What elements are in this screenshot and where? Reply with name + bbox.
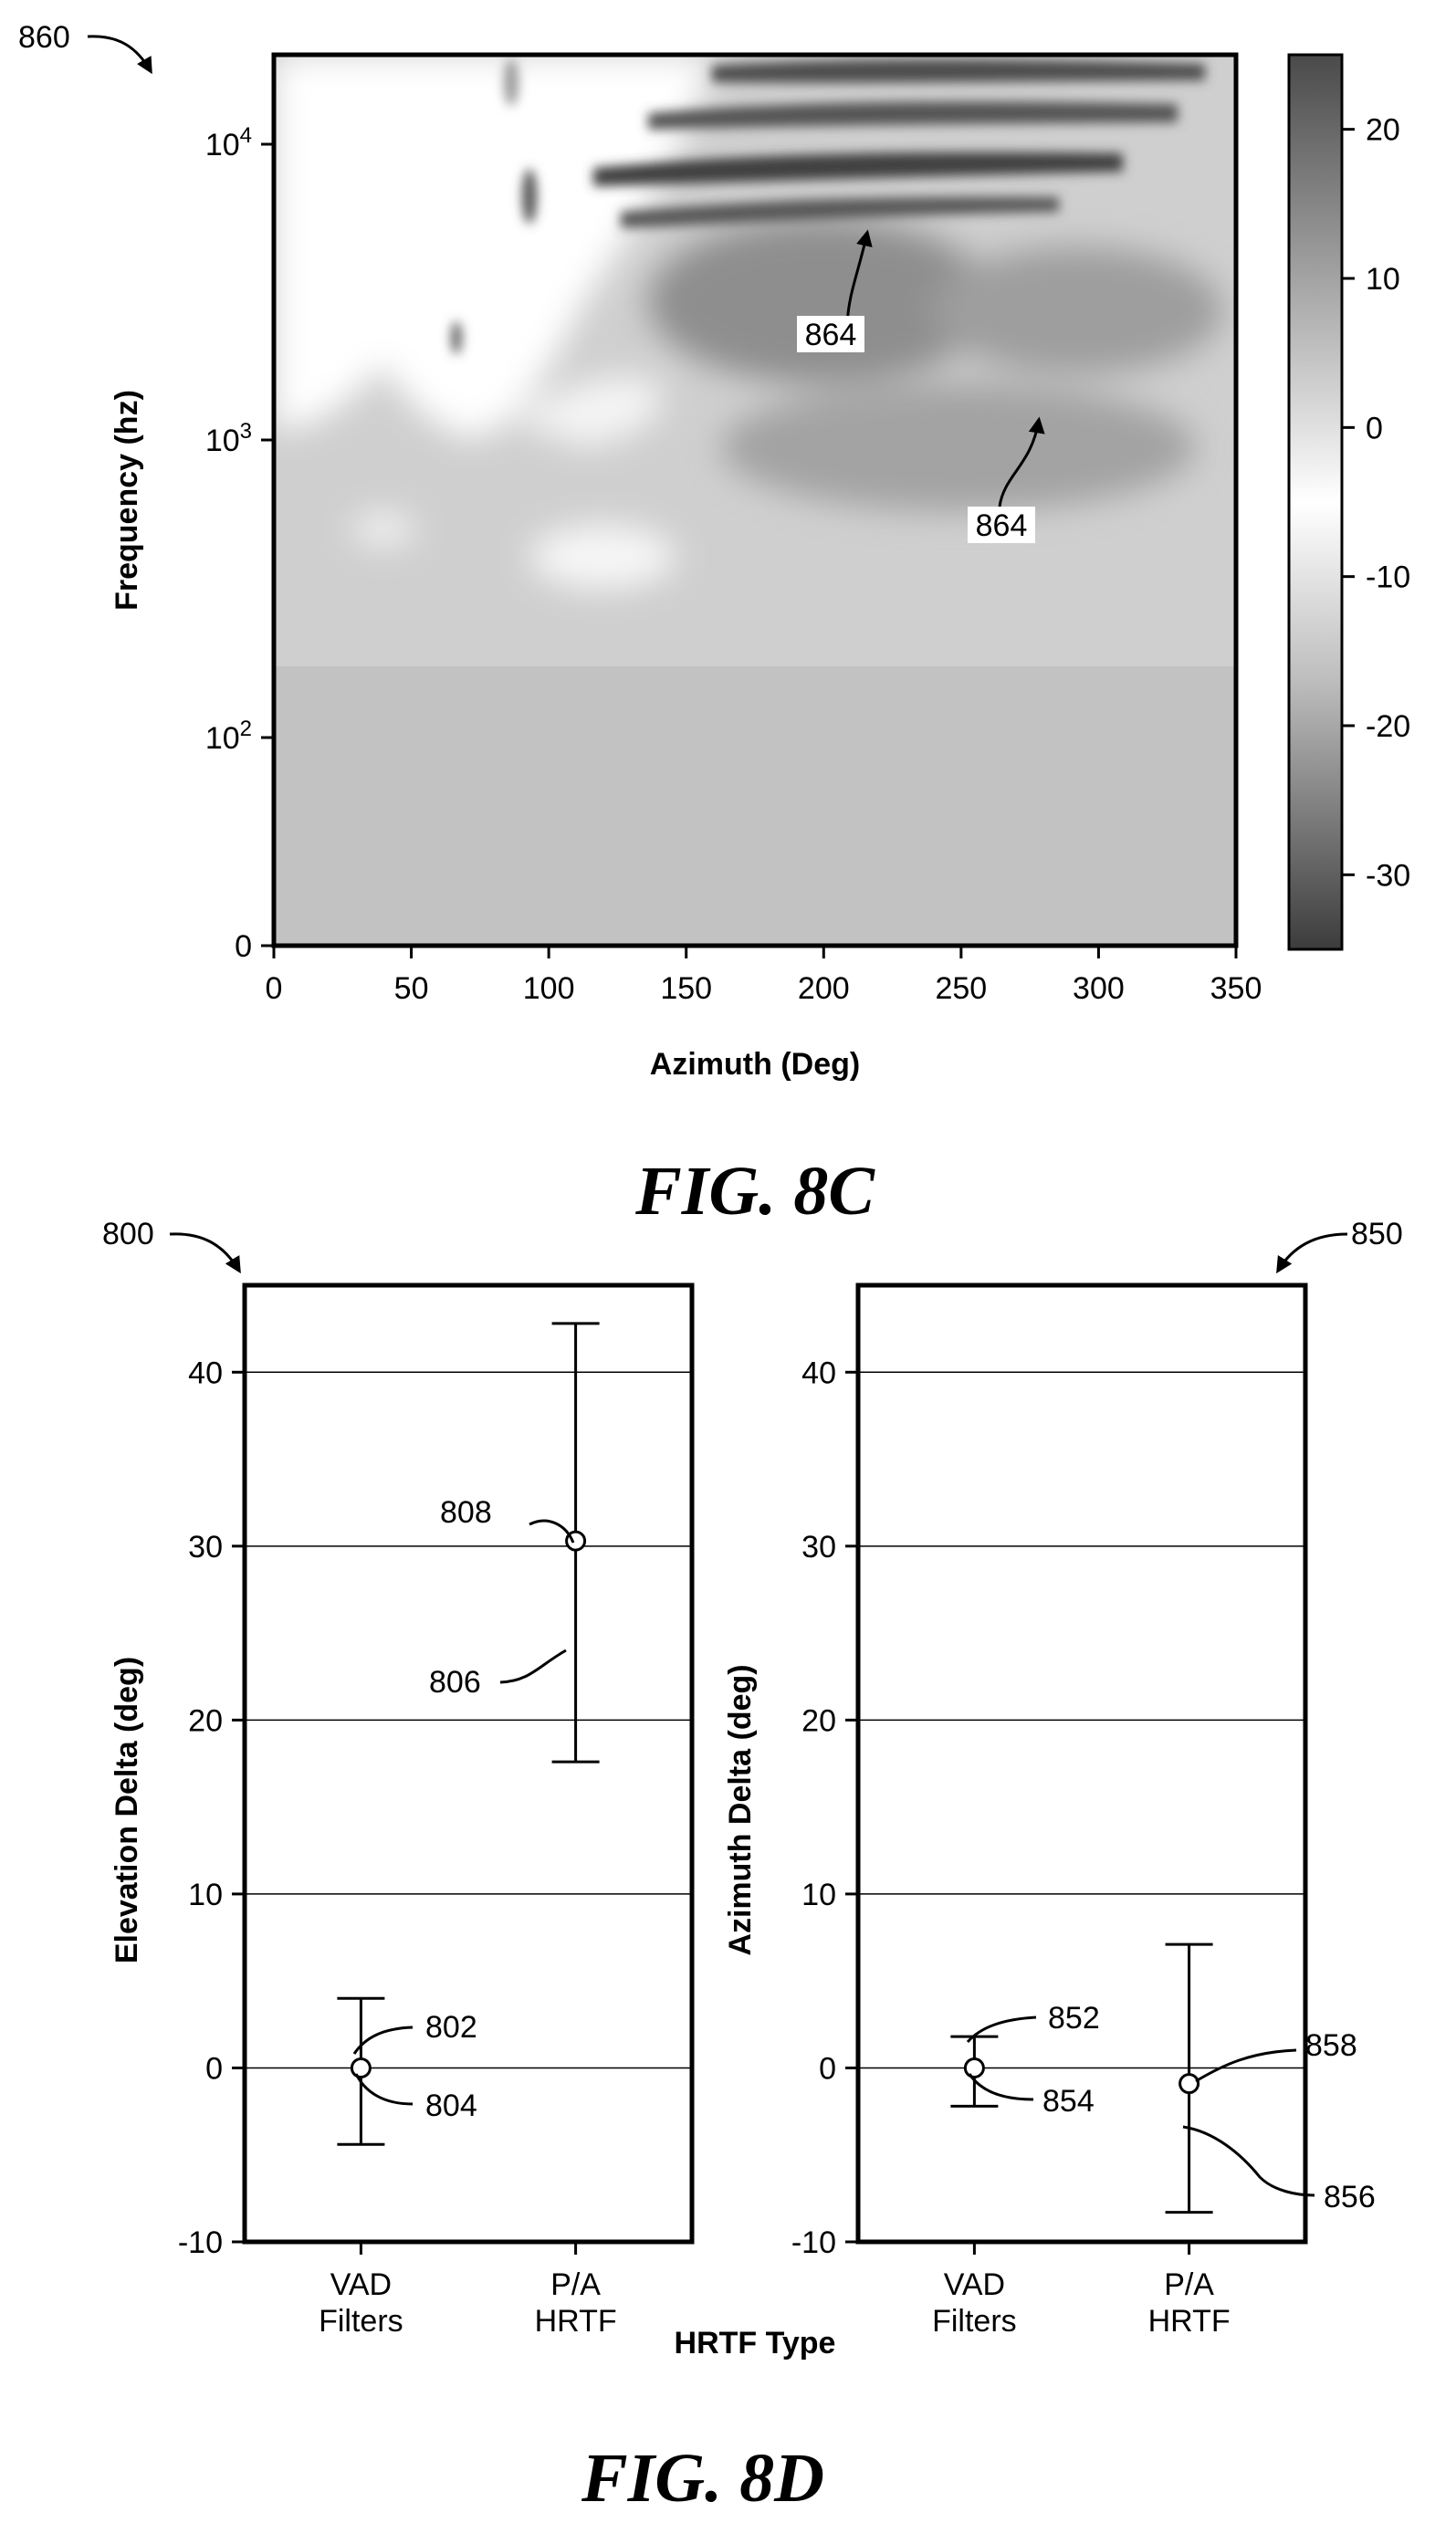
fig-8d-left-ref-arrow bbox=[169, 1232, 241, 1274]
x-category-label: VAD bbox=[944, 2267, 1005, 2302]
x-tick-label: 250 bbox=[935, 971, 987, 1006]
panel-frame bbox=[242, 1282, 695, 2245]
heatmap-y-axis: 0 102 103 104 bbox=[205, 123, 274, 964]
fig-8d-right-ref-arrow bbox=[1276, 1232, 1348, 1274]
fig-8c: 860 bbox=[18, 20, 1410, 1230]
colorbar-tick-label: -20 bbox=[1366, 709, 1410, 744]
ref-802: 802 bbox=[425, 2010, 477, 2045]
y-tick-label: 102 bbox=[205, 717, 252, 756]
ref-856: 856 bbox=[1324, 2180, 1376, 2214]
fig-8c-ref-label: 860 bbox=[18, 20, 70, 55]
y-tick-label: 30 bbox=[801, 1530, 836, 1565]
region-label: 864 bbox=[805, 318, 857, 352]
ref-808: 808 bbox=[440, 1495, 492, 1530]
region-annotation-864-upper: 864 bbox=[797, 229, 873, 352]
panel-frame bbox=[855, 1282, 1308, 2245]
heatmap-x-axis: 0 50 100 150 200 250 300 350 bbox=[266, 946, 1262, 1006]
heatmap-field bbox=[274, 55, 1236, 946]
x-tick-label: 300 bbox=[1073, 971, 1125, 1006]
y-tick-label: -10 bbox=[791, 2225, 836, 2260]
y-tick-label: 40 bbox=[801, 1356, 836, 1390]
x-tick-label: 200 bbox=[798, 971, 850, 1006]
shared-x-axis-label: HRTF Type bbox=[675, 2326, 836, 2361]
x-tick-label: 50 bbox=[394, 971, 429, 1006]
x-category-label: HRTF bbox=[1148, 2304, 1231, 2339]
x-category-label: P/A bbox=[550, 2267, 601, 2302]
fig-8d-left-ref-label: 800 bbox=[102, 1217, 154, 1251]
x-tick-label: 150 bbox=[660, 971, 712, 1006]
left-annotations: 808 806 802 804 bbox=[352, 1495, 575, 2123]
colorbar-tick-label: 20 bbox=[1366, 113, 1400, 148]
fig-8d-right-ref-label: 850 bbox=[1351, 1217, 1403, 1251]
y-tick-label: 10 bbox=[188, 1878, 223, 1912]
y-tick-label: 20 bbox=[801, 1703, 836, 1738]
colorbar-ticks: 20 10 0 -10 -20 -30 bbox=[1342, 113, 1410, 893]
x-tick-label: 100 bbox=[523, 971, 575, 1006]
region-annotation-864-lower: 864 bbox=[968, 416, 1045, 543]
y-tick-label: 40 bbox=[188, 1356, 223, 1390]
mean-marker bbox=[963, 2057, 985, 2078]
x-category-label: P/A bbox=[1164, 2267, 1214, 2302]
x-tick-label: 0 bbox=[266, 971, 283, 1006]
y-tick-label: 30 bbox=[188, 1530, 223, 1565]
fig-8c-caption: FIG. 8C bbox=[634, 1153, 875, 1230]
y-tick-label: -10 bbox=[178, 2225, 223, 2260]
colorbar-tick-label: -30 bbox=[1366, 858, 1410, 893]
y-tick-label: 104 bbox=[205, 123, 252, 162]
y-tick-label: 0 bbox=[819, 2051, 836, 2086]
x-category-label: Filters bbox=[932, 2304, 1017, 2339]
fig-8d-caption: FIG. 8D bbox=[581, 2440, 824, 2517]
ref-804: 804 bbox=[425, 2089, 477, 2123]
colorbar-tick-label: -10 bbox=[1366, 560, 1410, 595]
y-tick-label: 0 bbox=[235, 929, 252, 964]
y-tick-label: 20 bbox=[188, 1703, 223, 1738]
heatmap-frame bbox=[271, 52, 1239, 948]
right-annotations: 852 854 858 856 bbox=[966, 2001, 1376, 2214]
x-tick-label: 350 bbox=[1210, 971, 1262, 1006]
ref-852: 852 bbox=[1048, 2001, 1100, 2036]
heatmap-y-axis-label: Frequency (hz) bbox=[110, 390, 144, 611]
heatmap-x-axis-label: Azimuth (Deg) bbox=[650, 1047, 860, 1082]
x-category-label: HRTF bbox=[535, 2304, 617, 2339]
mean-marker bbox=[350, 2057, 372, 2078]
y-tick-label: 0 bbox=[205, 2051, 223, 2086]
region-label: 864 bbox=[976, 508, 1028, 543]
y-tick-label: 103 bbox=[205, 419, 252, 458]
x-category-label: VAD bbox=[330, 2267, 392, 2302]
colorbar-tick-label: 10 bbox=[1366, 262, 1400, 297]
x-category-label: Filters bbox=[319, 2304, 403, 2339]
y-tick-label: 10 bbox=[801, 1878, 836, 1912]
fig-8c-ref-arrow bbox=[87, 35, 152, 75]
azimuth-axis-label: Azimuth Delta (deg) bbox=[723, 1664, 758, 1955]
colorbar bbox=[1287, 53, 1344, 951]
ref-806: 806 bbox=[429, 1665, 481, 1700]
colorbar-tick-label: 0 bbox=[1366, 411, 1383, 445]
elevation-axis-label: Elevation Delta (deg) bbox=[110, 1657, 144, 1963]
mean-marker bbox=[1178, 2073, 1200, 2095]
ref-858: 858 bbox=[1305, 2028, 1357, 2063]
ref-854: 854 bbox=[1042, 2084, 1095, 2119]
